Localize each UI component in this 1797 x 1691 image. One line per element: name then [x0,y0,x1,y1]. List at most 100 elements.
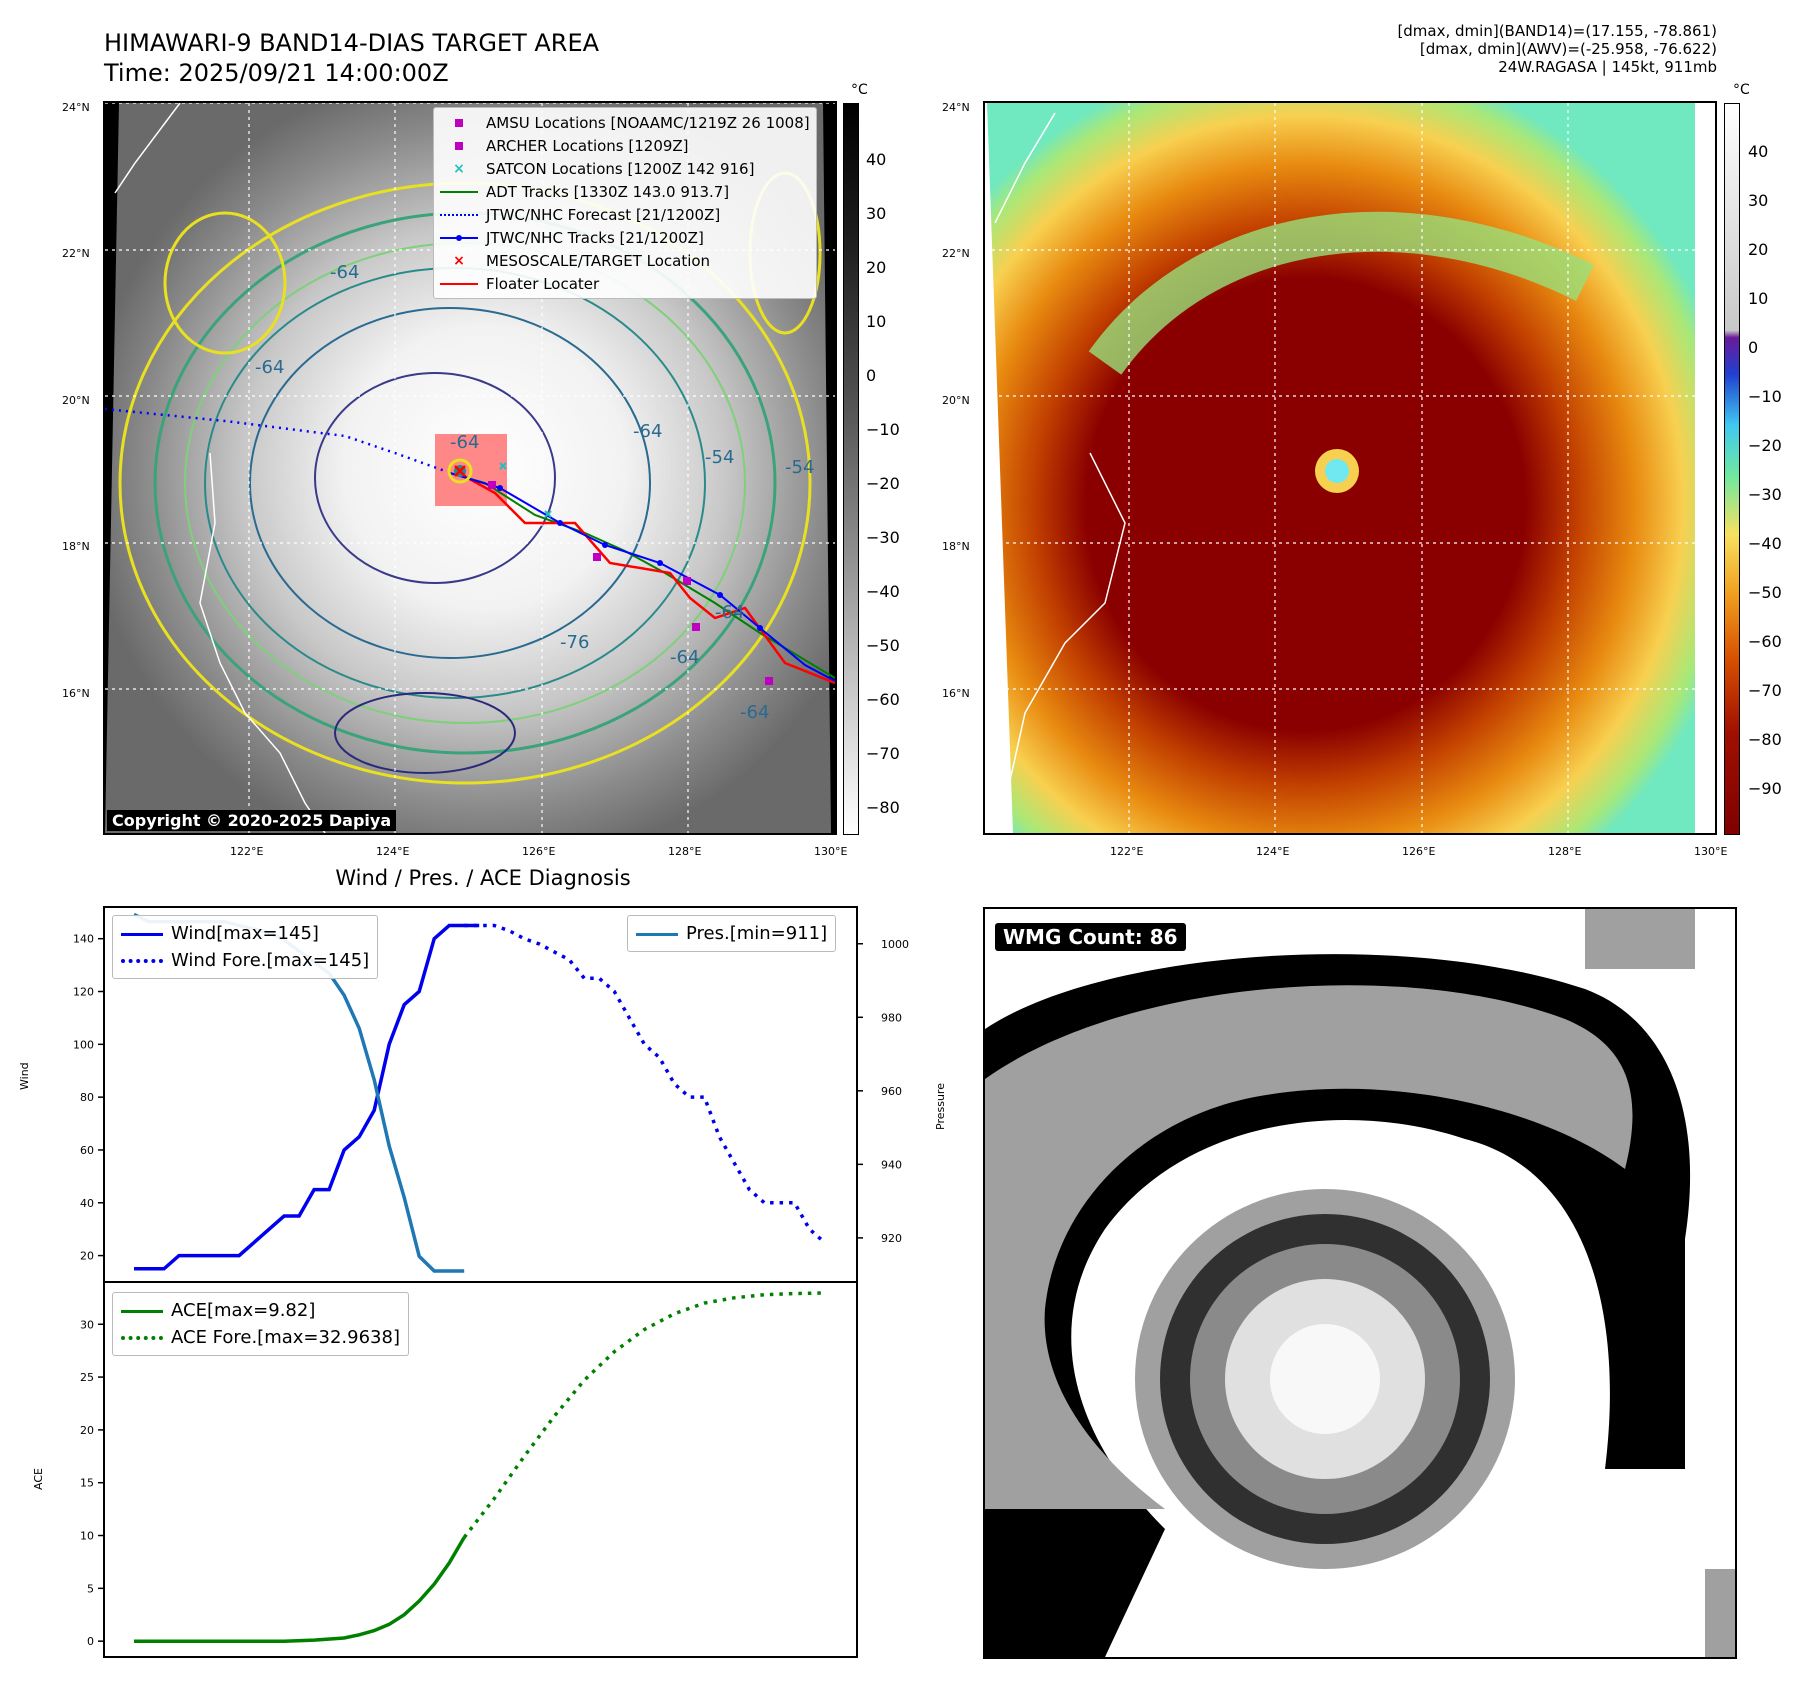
series-line-wind-fore-max- [464,923,826,1244]
colorbar-thermal [1724,103,1740,835]
y-tick-label: 10 [80,1530,94,1543]
y-tick-label: 20 [80,1424,94,1437]
colorbar-tick: 30 [1748,191,1769,210]
colorbar-tick: −60 [866,690,900,709]
colorbar-tick: −90 [1748,779,1782,798]
y-tick-label: 15 [80,1477,94,1490]
diagnosis-charts-svg: 20 40 60 80 100 120 140 920 940 960 980 1000 0 5 10 15… [73,906,909,1658]
legend-item-mesoscale: × MESOSCALE/TARGET Location [440,249,810,272]
legend-item-amsu: AMSU Locations [NOAAMC/1219Z 26 1008] [440,111,810,134]
series-line-wind-max- [134,923,480,1271]
lat-label: 20°N [62,394,90,407]
contour-label: -76 [560,632,589,653]
colorbar-tick: −80 [866,798,900,817]
ace-chart: 0 5 10 15 20 25 30 [80,1291,825,1648]
colorbar-tick: 20 [866,258,887,277]
colorbar-tick: −70 [1748,681,1782,700]
lat-label: 24°N [62,101,90,114]
rainband-contour [314,372,556,584]
colorbar-tick: 0 [866,366,877,385]
diagnosis-title: Wind / Pres. / ACE Diagnosis [335,866,631,890]
lon-label: 128°E [1548,845,1582,858]
x-marker-icon: × [453,160,465,177]
lat-label: 22°N [62,247,90,260]
coastline-luzon [199,452,326,833]
y-tick-label: 20 [80,1250,94,1263]
wmg-corner-gray [1585,909,1695,969]
colorbar-tick: −10 [1748,387,1782,406]
wind-legend: Wind[max=145] Wind Fore.[max=145] [112,915,379,979]
y-tick-label: 140 [73,933,94,946]
jtwc-track-points [497,485,763,631]
copyright-badge: Copyright © 2020-2025 Dapiya [107,810,397,831]
title-line-2: Time: 2025/09/21 14:00:00Z [104,59,449,87]
wind-pressure-chart: 20 40 60 80 100 120 140 920 940 960 980 1000 [73,912,909,1273]
colorbar-tick: −20 [866,474,900,493]
legend-item-jtwc-forecast: JTWC/NHC Forecast [21/1200Z] [440,203,810,226]
stats-line-3: 24W.RAGASA | 145kt, 911mb [1498,58,1717,76]
lon-label: 128°E [668,845,702,858]
rainband-contour [334,692,516,774]
lat-label: 22°N [942,247,970,260]
colorbar-tick: −10 [866,420,900,439]
colorbar-tick: 10 [1748,289,1769,308]
y-tick-label: 5 [87,1582,94,1595]
wmg-panel: WMG Count: 86 [983,907,1737,1659]
stats-header: [dmax, dmin](BAND14)=(17.155, -78.861) [… [1397,22,1717,76]
lon-label: 130°E [814,845,848,858]
rainband-contour [249,307,651,659]
lat-label: 16°N [62,687,90,700]
dotted-line-icon [121,1332,163,1344]
lon-label: 124°E [376,845,410,858]
colorbar-tick: 30 [866,204,887,223]
y-tick-label: 25 [80,1371,94,1384]
y-tick-label: 100 [73,1038,94,1051]
legend-item-satcon: × SATCON Locations [1200Z 142 916] [440,157,810,180]
contour-label: -64 [255,357,284,378]
dotted-line-icon [121,955,163,967]
y-tick-label: 80 [80,1091,94,1104]
square-marker-icon [440,117,478,129]
y-right-tick-label: 960 [881,1085,902,1098]
moist-band [1088,211,1594,375]
mesoscale-target-marker [454,465,466,477]
colorbar-tick: −50 [866,636,900,655]
colorbar-gray [843,103,859,835]
colorbar-tick: −70 [866,744,900,763]
legend-item-wind: Wind[max=145] [121,920,369,947]
y-right-tick-label: 920 [881,1232,902,1245]
ace-plot-frame [103,1281,858,1658]
lon-label: 130°E [1694,845,1728,858]
map-legend: AMSU Locations [NOAAMC/1219Z 26 1008] AR… [433,107,817,299]
coastline-luzon [1004,452,1126,804]
ir-map-panel: -64 -64 -64 -54 -54 -76 -64 -64 -64 -64 … [103,101,837,835]
lon-label: 126°E [522,845,556,858]
colorbar-tick: 20 [1748,240,1769,259]
colorbar-tick: 10 [866,312,887,331]
figure-title: HIMAWARI-9 BAND14-DIAS TARGET AREA Time:… [104,28,599,88]
contour-label: -64 [740,702,769,723]
lat-label: 20°N [942,394,970,407]
series-line-ace-max- [134,1536,466,1643]
contour-label: -64 [330,262,359,283]
colorbar-tick: −30 [866,528,900,547]
legend-item-pressure: Pres.[min=911] [636,920,827,947]
contour-label: -64 [450,432,479,453]
line-marker-icon [440,186,478,198]
contour-label: -54 [785,457,814,478]
colorbar-tick: −60 [1748,632,1782,651]
line-marker-icon [440,278,478,290]
stats-line-1: [dmax, dmin](BAND14)=(17.155, -78.861) [1397,22,1717,40]
lat-label: 16°N [942,687,970,700]
amsu-archer-markers [488,481,773,685]
satcon-markers [499,462,552,518]
legend-item-jtwc-tracks: JTWC/NHC Tracks [21/1200Z] [440,226,810,249]
colorbar-tick: −50 [1748,583,1782,602]
ir-color-map-svg [985,103,1715,833]
y-right-tick-label: 940 [881,1158,902,1171]
colorbar-unit: °C [1733,82,1750,98]
legend-item-floater: Floater Locater [440,272,810,295]
ir-color-map-panel [983,101,1717,835]
square-marker-icon [440,140,478,152]
y-tick-label: 60 [80,1144,94,1157]
